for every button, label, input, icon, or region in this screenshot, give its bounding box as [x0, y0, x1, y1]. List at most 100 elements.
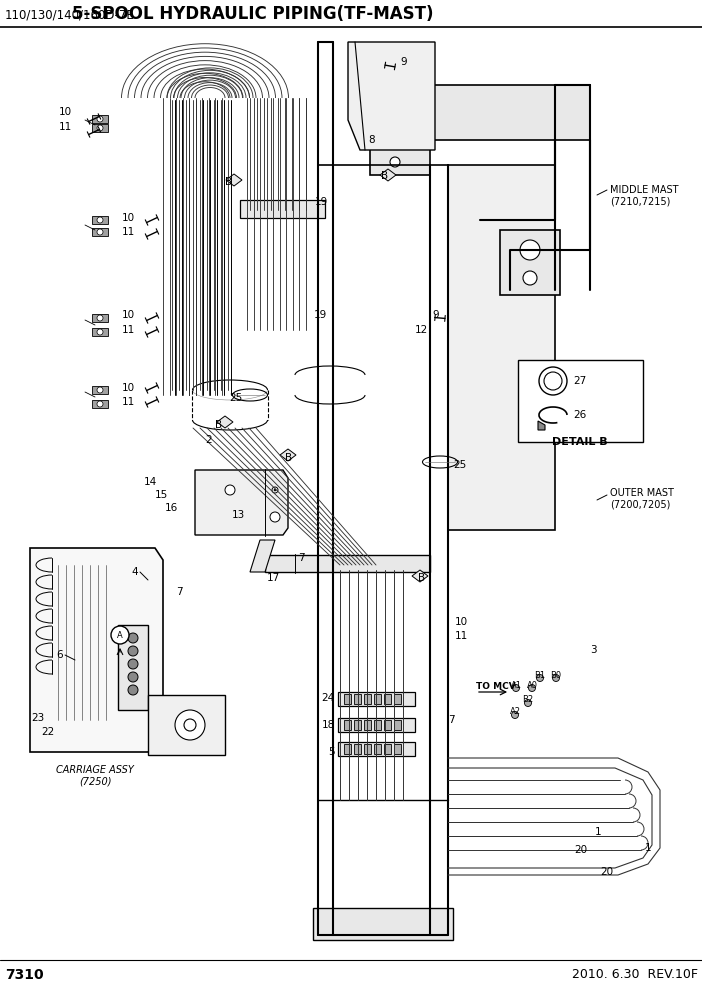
- Text: OUTER MAST
(7200,7205): OUTER MAST (7200,7205): [610, 488, 674, 510]
- Text: 20: 20: [600, 867, 613, 877]
- Text: B: B: [381, 171, 388, 181]
- Circle shape: [97, 116, 103, 122]
- Text: 5-SPOOL HYDRAULIC PIPING(TF-MAST): 5-SPOOL HYDRAULIC PIPING(TF-MAST): [72, 5, 434, 23]
- Polygon shape: [92, 386, 108, 394]
- Polygon shape: [338, 718, 415, 732]
- Polygon shape: [430, 85, 590, 140]
- Text: A: A: [117, 631, 123, 640]
- Bar: [394, 744, 401, 754]
- Text: 110/130/140/160D-7E: 110/130/140/160D-7E: [5, 8, 135, 21]
- Polygon shape: [226, 174, 242, 186]
- Polygon shape: [92, 314, 108, 322]
- Text: DETAIL B: DETAIL B: [552, 437, 608, 447]
- Text: 16: 16: [165, 503, 178, 513]
- Circle shape: [97, 315, 103, 321]
- Polygon shape: [92, 115, 108, 123]
- Text: B1: B1: [534, 671, 545, 680]
- Text: 14: 14: [144, 477, 157, 487]
- Circle shape: [97, 125, 103, 131]
- Bar: [344, 744, 351, 754]
- Polygon shape: [92, 124, 108, 132]
- Polygon shape: [148, 695, 225, 755]
- Text: 27: 27: [573, 376, 586, 386]
- Text: 3: 3: [590, 645, 597, 655]
- Bar: [384, 744, 391, 754]
- Polygon shape: [412, 570, 428, 582]
- Polygon shape: [348, 42, 435, 150]
- Polygon shape: [538, 421, 545, 430]
- Polygon shape: [92, 328, 108, 336]
- Text: 11: 11: [59, 122, 72, 132]
- Circle shape: [111, 626, 129, 644]
- Text: 25: 25: [453, 460, 466, 470]
- Text: B2: B2: [522, 695, 534, 704]
- Text: 11: 11: [121, 397, 135, 407]
- Text: MIDDLE MAST
(7210,7215): MIDDLE MAST (7210,7215): [610, 185, 679, 206]
- Bar: [364, 720, 371, 730]
- Text: A0: A0: [526, 681, 538, 689]
- Circle shape: [128, 646, 138, 656]
- Bar: [354, 744, 361, 754]
- Bar: [344, 694, 351, 704]
- Text: 11: 11: [121, 325, 135, 335]
- Circle shape: [97, 229, 103, 235]
- Circle shape: [390, 157, 400, 167]
- Bar: [364, 744, 371, 754]
- Polygon shape: [500, 230, 560, 295]
- Text: 1: 1: [595, 827, 602, 837]
- Circle shape: [270, 512, 280, 522]
- Text: B: B: [215, 420, 222, 430]
- Text: 8: 8: [369, 135, 375, 145]
- Text: 4: 4: [131, 567, 138, 577]
- Circle shape: [544, 372, 562, 390]
- Circle shape: [410, 135, 420, 145]
- Circle shape: [529, 684, 536, 691]
- Bar: [374, 744, 381, 754]
- Text: CARRIAGE ASSY
(7250): CARRIAGE ASSY (7250): [56, 765, 134, 787]
- Text: 1: 1: [645, 843, 651, 853]
- Polygon shape: [30, 548, 163, 752]
- Polygon shape: [448, 165, 555, 530]
- Bar: [364, 694, 371, 704]
- Text: 18: 18: [322, 720, 335, 730]
- Text: 10: 10: [122, 310, 135, 320]
- Text: 10: 10: [122, 383, 135, 393]
- Text: 13: 13: [232, 510, 245, 520]
- Polygon shape: [92, 400, 108, 408]
- Circle shape: [512, 684, 519, 691]
- Circle shape: [536, 675, 543, 682]
- Circle shape: [524, 699, 531, 706]
- Circle shape: [97, 401, 103, 407]
- Text: 6: 6: [56, 650, 63, 660]
- Circle shape: [97, 387, 103, 393]
- Polygon shape: [380, 169, 396, 181]
- Text: 10: 10: [59, 107, 72, 117]
- Text: 2010. 6.30  REV.10F: 2010. 6.30 REV.10F: [572, 968, 698, 981]
- Bar: [374, 720, 381, 730]
- Text: 23: 23: [32, 713, 45, 723]
- Polygon shape: [338, 742, 415, 756]
- Text: 10: 10: [122, 213, 135, 223]
- Text: 7: 7: [448, 715, 455, 725]
- Bar: [354, 720, 361, 730]
- Circle shape: [512, 711, 519, 718]
- Circle shape: [523, 271, 537, 285]
- Bar: [344, 720, 351, 730]
- Polygon shape: [280, 449, 296, 461]
- Text: 20: 20: [574, 845, 587, 855]
- Circle shape: [128, 659, 138, 669]
- Circle shape: [539, 367, 567, 395]
- Circle shape: [380, 135, 390, 145]
- Text: 11: 11: [455, 631, 468, 641]
- Text: TO MCV: TO MCV: [476, 682, 516, 691]
- Polygon shape: [217, 416, 233, 428]
- Polygon shape: [338, 692, 415, 706]
- Text: 19: 19: [314, 310, 327, 320]
- Polygon shape: [92, 216, 108, 224]
- Text: 7310: 7310: [5, 968, 44, 982]
- Text: 11: 11: [121, 227, 135, 237]
- Text: 9: 9: [432, 310, 439, 320]
- Bar: [394, 720, 401, 730]
- Circle shape: [128, 685, 138, 695]
- Bar: [384, 720, 391, 730]
